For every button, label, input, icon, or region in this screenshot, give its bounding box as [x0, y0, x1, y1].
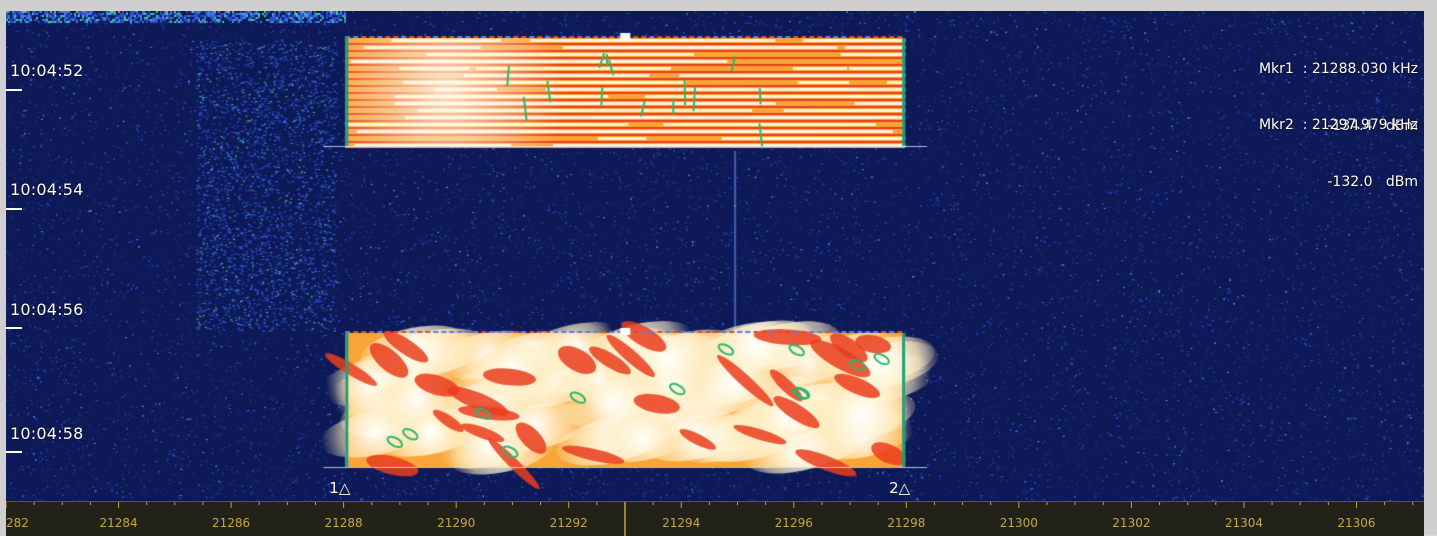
axis-label: 21292 [549, 516, 588, 530]
waterfall-display[interactable]: 10:04:52 10:04:54 10:04:56 10:04:58 Mkr1… [6, 11, 1424, 501]
triangle-icon: △ [898, 479, 911, 497]
axis-label: 21288 [324, 516, 363, 530]
time-label: 10:04:56 [10, 300, 84, 319]
marker2-frequency: Mkr2 : 21297.979 kHz [1258, 117, 1418, 133]
marker2-level: -132.0 dBm [1327, 174, 1418, 190]
marker2-number: 2 [889, 479, 899, 497]
axis-label: 21306 [1337, 516, 1376, 530]
axis-label: 21304 [1224, 516, 1264, 530]
marker1-frequency: Mkr1 : 21288.030 kHz [1258, 61, 1418, 77]
axis-label: 21300 [999, 516, 1038, 530]
axis-ticks [6, 502, 1414, 536]
axis-label: 21296 [774, 516, 813, 530]
axis-label: 21284 [99, 516, 138, 530]
window-edge [1424, 11, 1437, 535]
frequency-axis[interactable]: 282 21284 21286 21288 21290 21292 21294 21296 2… [6, 501, 1424, 536]
waterfall-canvas[interactable] [6, 11, 1424, 501]
time-label: 10:04:54 [10, 180, 84, 199]
axis-label: 21302 [1112, 516, 1151, 530]
triangle-icon: △ [338, 479, 351, 497]
time-tick [6, 327, 22, 329]
time-tick [6, 89, 22, 91]
time-tick [6, 208, 22, 210]
marker2-flag[interactable]: 2△ [889, 481, 910, 496]
marker1-readout: Mkr1 : 21288.030 kHz -134.4 dBm [1259, 22, 1418, 174]
axis-label: 21290 [437, 516, 476, 530]
marker1-flag[interactable]: 1△ [329, 481, 350, 496]
time-tick [6, 451, 22, 453]
marker1-number: 1 [329, 479, 339, 497]
marker2-readout: Mkr2 : 21297.979 kHz -132.0 dBm [1259, 78, 1418, 230]
axis-label-partial: 282 [6, 516, 29, 530]
axis-label: 21286 [211, 516, 251, 530]
axis-label: 21298 [887, 516, 926, 530]
time-label: 10:04:58 [10, 424, 84, 443]
marker1-level: -134.4 dBm [1327, 118, 1418, 134]
time-label: 10:04:52 [10, 61, 84, 80]
axis-label: 21294 [662, 516, 701, 530]
